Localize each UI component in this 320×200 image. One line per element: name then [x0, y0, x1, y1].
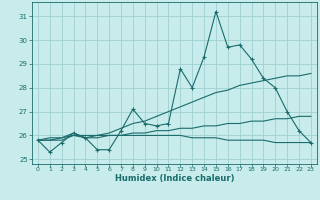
- X-axis label: Humidex (Indice chaleur): Humidex (Indice chaleur): [115, 174, 234, 183]
